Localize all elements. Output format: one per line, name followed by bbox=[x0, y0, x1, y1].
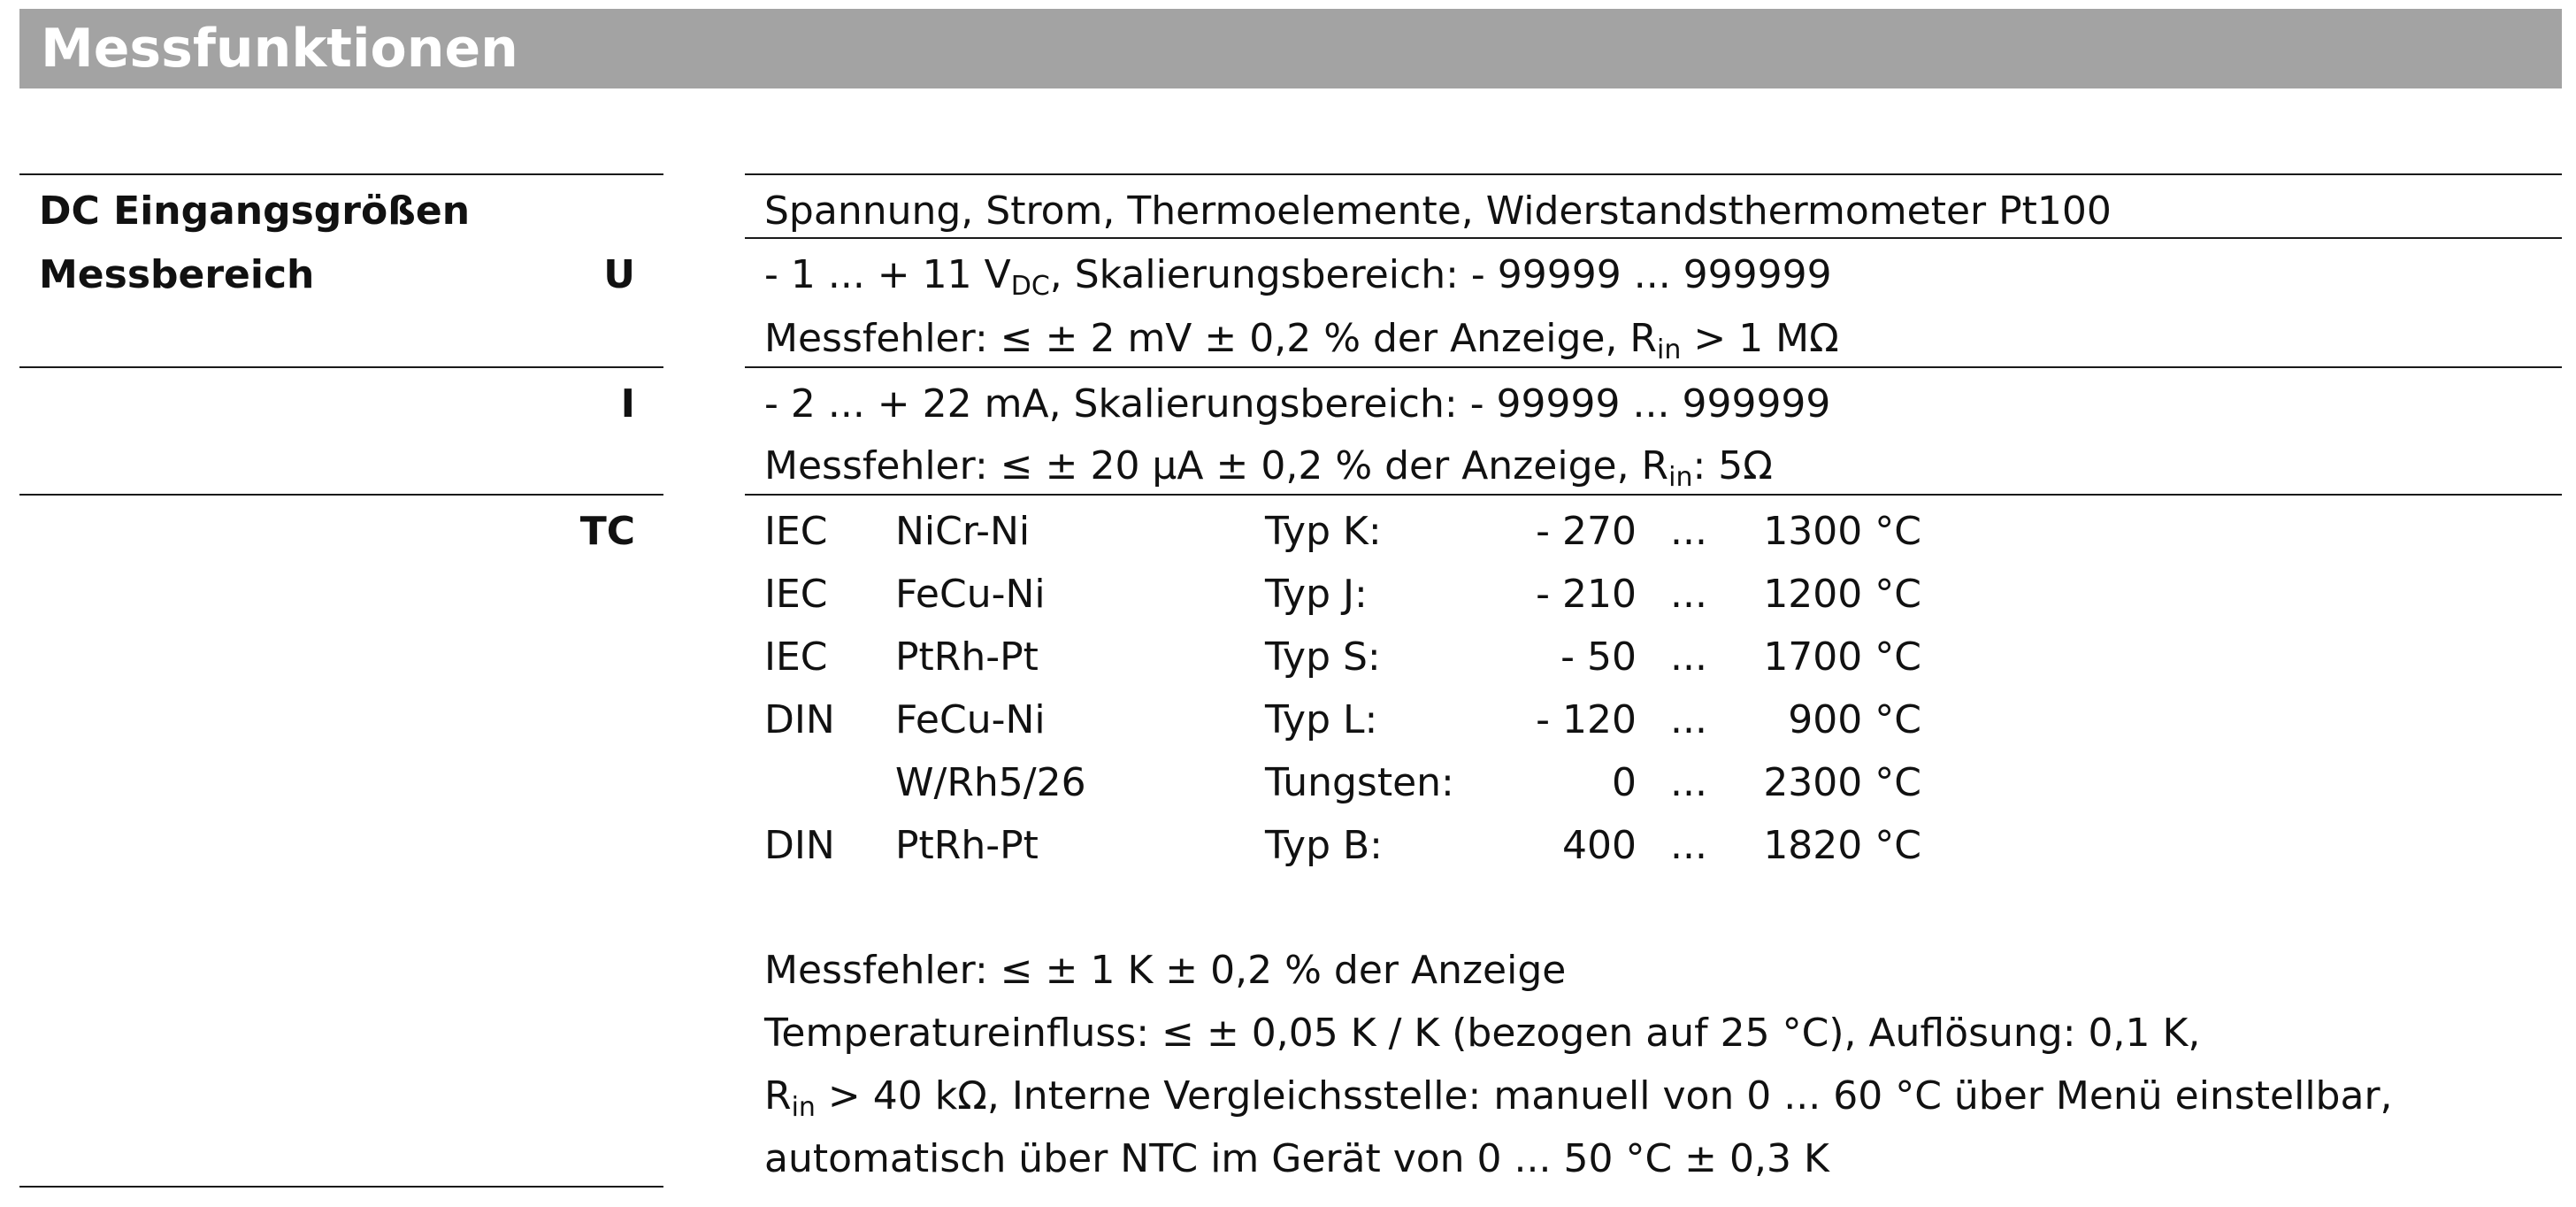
voltage-symbol: U bbox=[603, 252, 635, 297]
tc-max: 1700 °C bbox=[1763, 634, 1921, 680]
tc-min: 0 bbox=[1612, 760, 1637, 805]
current-error-text: Messfehler: ≤ ± 20 µA ± 0,2 % der Anzeig… bbox=[764, 443, 1669, 488]
voltage-range-suffix: , Skalierungsbereich: - 99999 ... 999999 bbox=[1049, 252, 1832, 297]
tc-standard: IEC bbox=[764, 572, 828, 617]
tc-standard: DIN bbox=[764, 697, 835, 742]
tc-max: 1820 °C bbox=[1763, 823, 1921, 868]
range-label: Messbereich bbox=[39, 252, 315, 297]
tc-standard: IEC bbox=[764, 509, 828, 554]
tc-temp-line: Temperatureinfluss: ≤ ± 0,05 K / K (bezo… bbox=[764, 1011, 2201, 1056]
left-rule-top bbox=[19, 173, 663, 175]
tc-min: - 270 bbox=[1536, 509, 1637, 554]
thermocouple-symbol: TC bbox=[579, 509, 635, 554]
voltage-error-suffix: > 1 MΩ bbox=[1681, 316, 1839, 361]
current-symbol: I bbox=[620, 381, 635, 427]
tc-sep: ... bbox=[1670, 572, 1707, 617]
left-rule-bottom bbox=[19, 1186, 663, 1188]
tc-type: Typ S: bbox=[1265, 634, 1381, 680]
tc-sep: ... bbox=[1670, 634, 1707, 680]
current-range: - 2 ... + 22 mA, Skalierungsbereich: - 9… bbox=[764, 381, 1831, 427]
tc-min: - 50 bbox=[1560, 634, 1637, 680]
tc-material: W/Rh5/26 bbox=[895, 760, 1086, 805]
tc-material: NiCr-Ni bbox=[895, 509, 1031, 554]
tc-rin-sub: in bbox=[791, 1092, 816, 1123]
dc-inputs-value: Spannung, Strom, Thermoelemente, Widerst… bbox=[764, 188, 2112, 234]
voltage-range: - 1 ... + 11 VDC, Skalierungsbereich: - … bbox=[764, 248, 1832, 303]
right-rule-current bbox=[745, 366, 2562, 368]
tc-material: FeCu-Ni bbox=[895, 697, 1046, 742]
voltage-error: Messfehler: ≤ ± 2 mV ± 0,2 % der Anzeige… bbox=[764, 311, 1839, 366]
tc-standard: DIN bbox=[764, 823, 835, 868]
tc-min: - 210 bbox=[1536, 572, 1637, 617]
tc-material: FeCu-Ni bbox=[895, 572, 1046, 617]
tc-type: Typ L: bbox=[1265, 697, 1378, 742]
voltage-range-text: - 1 ... + 11 V bbox=[764, 252, 1011, 297]
right-rule-voltage bbox=[745, 237, 2562, 239]
voltage-error-text: Messfehler: ≤ ± 2 mV ± 0,2 % der Anzeige… bbox=[764, 316, 1657, 361]
tc-type: Tungsten: bbox=[1265, 760, 1454, 805]
tc-sep: ... bbox=[1670, 823, 1707, 868]
tc-max: 1300 °C bbox=[1763, 509, 1921, 554]
section-title: Messfunktionen bbox=[41, 18, 518, 80]
tc-rin-line: Rin > 40 kΩ, Interne Vergleichsstelle: m… bbox=[764, 1069, 2393, 1124]
tc-material: PtRh-Pt bbox=[895, 823, 1039, 868]
tc-sep: ... bbox=[1670, 697, 1707, 742]
current-error-sub: in bbox=[1668, 462, 1693, 493]
tc-type: Typ K: bbox=[1265, 509, 1382, 554]
tc-auto-line: automatisch über NTC im Gerät von 0 ... … bbox=[764, 1136, 1829, 1181]
tc-error-line: Messfehler: ≤ ± 1 K ± 0,2 % der Anzeige bbox=[764, 948, 1567, 993]
tc-sep: ... bbox=[1670, 760, 1707, 805]
tc-type: Typ B: bbox=[1265, 823, 1383, 868]
left-rule-current bbox=[19, 366, 663, 368]
tc-rin-suffix: > 40 kΩ, Interne Vergleichsstelle: manue… bbox=[815, 1073, 2393, 1119]
tc-material: PtRh-Pt bbox=[895, 634, 1039, 680]
tc-standard: IEC bbox=[764, 634, 828, 680]
right-rule-top bbox=[745, 173, 2562, 175]
dc-inputs-label: DC Eingangsgrößen bbox=[39, 188, 471, 234]
tc-max: 1200 °C bbox=[1763, 572, 1921, 617]
left-rule-tc bbox=[19, 494, 663, 496]
tc-min: 400 bbox=[1562, 823, 1637, 868]
tc-sep: ... bbox=[1670, 509, 1707, 554]
voltage-error-sub: in bbox=[1657, 334, 1682, 365]
right-rule-tc bbox=[745, 494, 2562, 496]
tc-rin-prefix: R bbox=[764, 1073, 792, 1119]
section-header: Messfunktionen bbox=[19, 9, 2562, 88]
current-error-suffix: : 5Ω bbox=[1692, 443, 1773, 488]
tc-min: - 120 bbox=[1536, 697, 1637, 742]
tc-max: 2300 °C bbox=[1763, 760, 1921, 805]
tc-max: 900 °C bbox=[1788, 697, 1921, 742]
tc-type: Typ J: bbox=[1265, 572, 1368, 617]
voltage-range-sub: DC bbox=[1010, 271, 1050, 302]
current-error: Messfehler: ≤ ± 20 µA ± 0,2 % der Anzeig… bbox=[764, 439, 1773, 494]
